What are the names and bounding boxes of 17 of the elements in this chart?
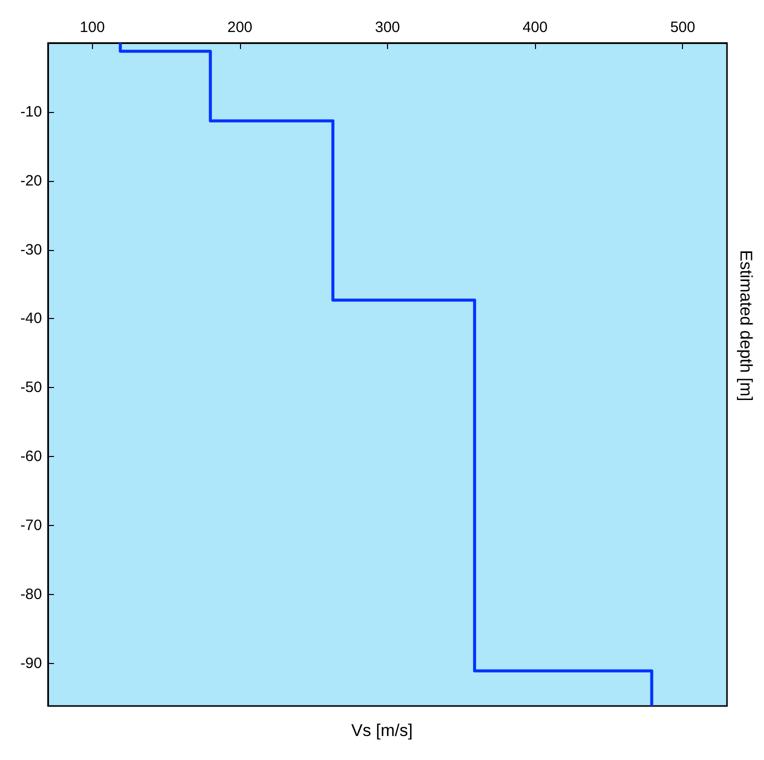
x-tick-label: 400 [522,19,548,36]
y-tick-label: -80 [20,586,42,603]
line-series [118,42,654,708]
y-tick-label: -90 [20,654,42,672]
y-tick-label: -70 [20,516,42,534]
y-tick-label: -60 [20,448,42,466]
x-tick-label: 100 [80,19,105,36]
x-axis-title: Vs [m/s] [351,721,413,740]
y-tick-label: -10 [20,103,42,120]
y-axis-title: Estimated depth [m] [736,250,756,402]
x-tick-label: 500 [670,19,696,36]
x-tick-label: 200 [227,19,252,36]
y-tick-label: -50 [20,379,42,396]
x-tick-label: 300 [374,19,400,36]
y-tick-label: -30 [20,241,42,258]
y-tick-label: -20 [20,172,42,190]
y-tick-label: -40 [20,310,42,328]
